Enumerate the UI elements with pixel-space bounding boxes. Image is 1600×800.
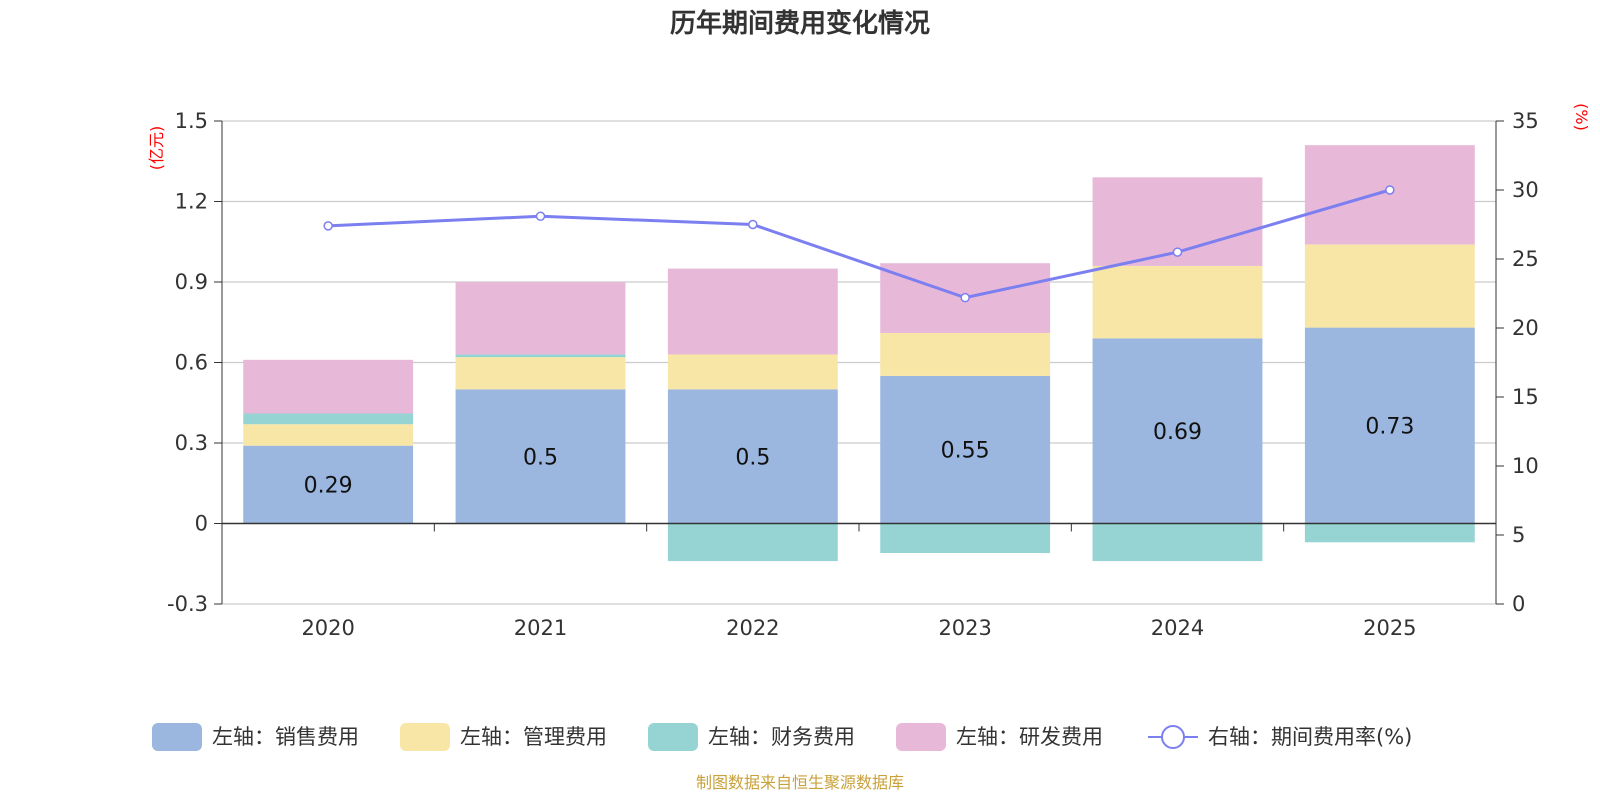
- right-tick-label: 20: [1512, 316, 1539, 340]
- bar-segment: [1092, 338, 1263, 524]
- bar-layer: [243, 145, 1475, 562]
- data-label-layer: 0.29 0.5 0.5 0.55 0.69 0.73: [304, 415, 1415, 499]
- left-tick-label: 0: [195, 512, 208, 536]
- right-tick-label: 35: [1512, 109, 1539, 133]
- bar-segment: [243, 413, 414, 425]
- right-tick-label: 5: [1512, 523, 1525, 547]
- bar-segment: [455, 354, 626, 358]
- bar-segment: [880, 332, 1051, 376]
- line-layer: [323, 185, 1395, 303]
- legend-swatch: [648, 723, 698, 751]
- bar-segment: [667, 523, 838, 562]
- bar-segment: [880, 523, 1051, 554]
- left-axis-unit: (亿元): [147, 126, 166, 171]
- right-axis-unit: (%): [1572, 103, 1591, 131]
- right-tick-label: 10: [1512, 454, 1539, 478]
- legend-marker-icon: [1161, 725, 1185, 749]
- right-tick-label: 30: [1512, 178, 1539, 202]
- bar-segment: [880, 375, 1051, 524]
- bar-segment: [1092, 523, 1263, 562]
- right-tick-label: 25: [1512, 247, 1539, 271]
- bar-segment: [455, 357, 626, 390]
- x-tick-label: 2021: [514, 616, 567, 640]
- line-series: [328, 188, 1391, 300]
- line-point: [748, 219, 758, 230]
- bar-segment: [243, 424, 414, 446]
- legend-label: 左轴：管理费用: [460, 725, 607, 749]
- data-label: 0.5: [523, 445, 558, 470]
- x-tick-label: 2023: [938, 616, 991, 640]
- bar-segment: [1304, 244, 1475, 328]
- data-label: 0.5: [735, 445, 770, 470]
- bar-segment: [667, 354, 838, 390]
- left-tick-label: 1.5: [175, 109, 208, 133]
- legend-label: 右轴：期间费用率(%): [1208, 725, 1412, 749]
- x-tick-label: 2020: [301, 616, 354, 640]
- right-tick-label: 0: [1512, 592, 1525, 616]
- line-point: [1385, 185, 1395, 195]
- left-tick-label: 0.9: [175, 270, 208, 294]
- data-label: 0.73: [1365, 415, 1414, 440]
- bar-segment: [667, 389, 838, 524]
- data-label: 0.69: [1153, 420, 1202, 445]
- x-tick-label: 2025: [1363, 616, 1416, 640]
- bar-segment: [243, 359, 414, 414]
- bar-segment: [1304, 145, 1475, 245]
- bar-segment: [455, 389, 626, 524]
- line-point: [535, 211, 546, 221]
- legend-swatch: [152, 723, 202, 751]
- gridlines: [222, 120, 1496, 605]
- bar-segment: [1304, 327, 1475, 524]
- bar-segment: [455, 282, 626, 355]
- line-point: [323, 221, 333, 231]
- legend: 左轴：销售费用 左轴：管理费用 左轴：财务费用 左轴：研发费用 右轴：期间费用率(%): [152, 723, 1412, 751]
- source-note: 制图数据来自恒生聚源数据库: [696, 773, 904, 792]
- legend-swatch: [896, 723, 946, 751]
- x-tick-label: 2024: [1151, 616, 1204, 640]
- legend-label: 左轴：财务费用: [708, 725, 855, 749]
- bar-segment: [1092, 265, 1263, 339]
- left-tick-label: -0.3: [167, 592, 208, 616]
- right-tick-label: 15: [1512, 385, 1539, 409]
- bar-segment: [667, 268, 838, 355]
- legend-swatch: [400, 723, 450, 751]
- data-label: 0.29: [304, 474, 353, 499]
- left-tick-label: 0.6: [175, 351, 208, 375]
- data-label: 0.55: [941, 439, 990, 464]
- line-point: [1172, 247, 1183, 257]
- left-tick-label: 1.2: [175, 190, 208, 214]
- bar-segment: [1304, 523, 1475, 543]
- line-point: [960, 292, 970, 303]
- x-tick-label: 2022: [726, 616, 779, 640]
- left-tick-label: 0.3: [175, 431, 208, 455]
- chart-title: 历年期间费用变化情况: [670, 8, 930, 39]
- legend-label: 左轴：销售费用: [212, 725, 359, 749]
- bar-segment: [243, 445, 414, 524]
- legend-label: 左轴：研发费用: [956, 725, 1103, 749]
